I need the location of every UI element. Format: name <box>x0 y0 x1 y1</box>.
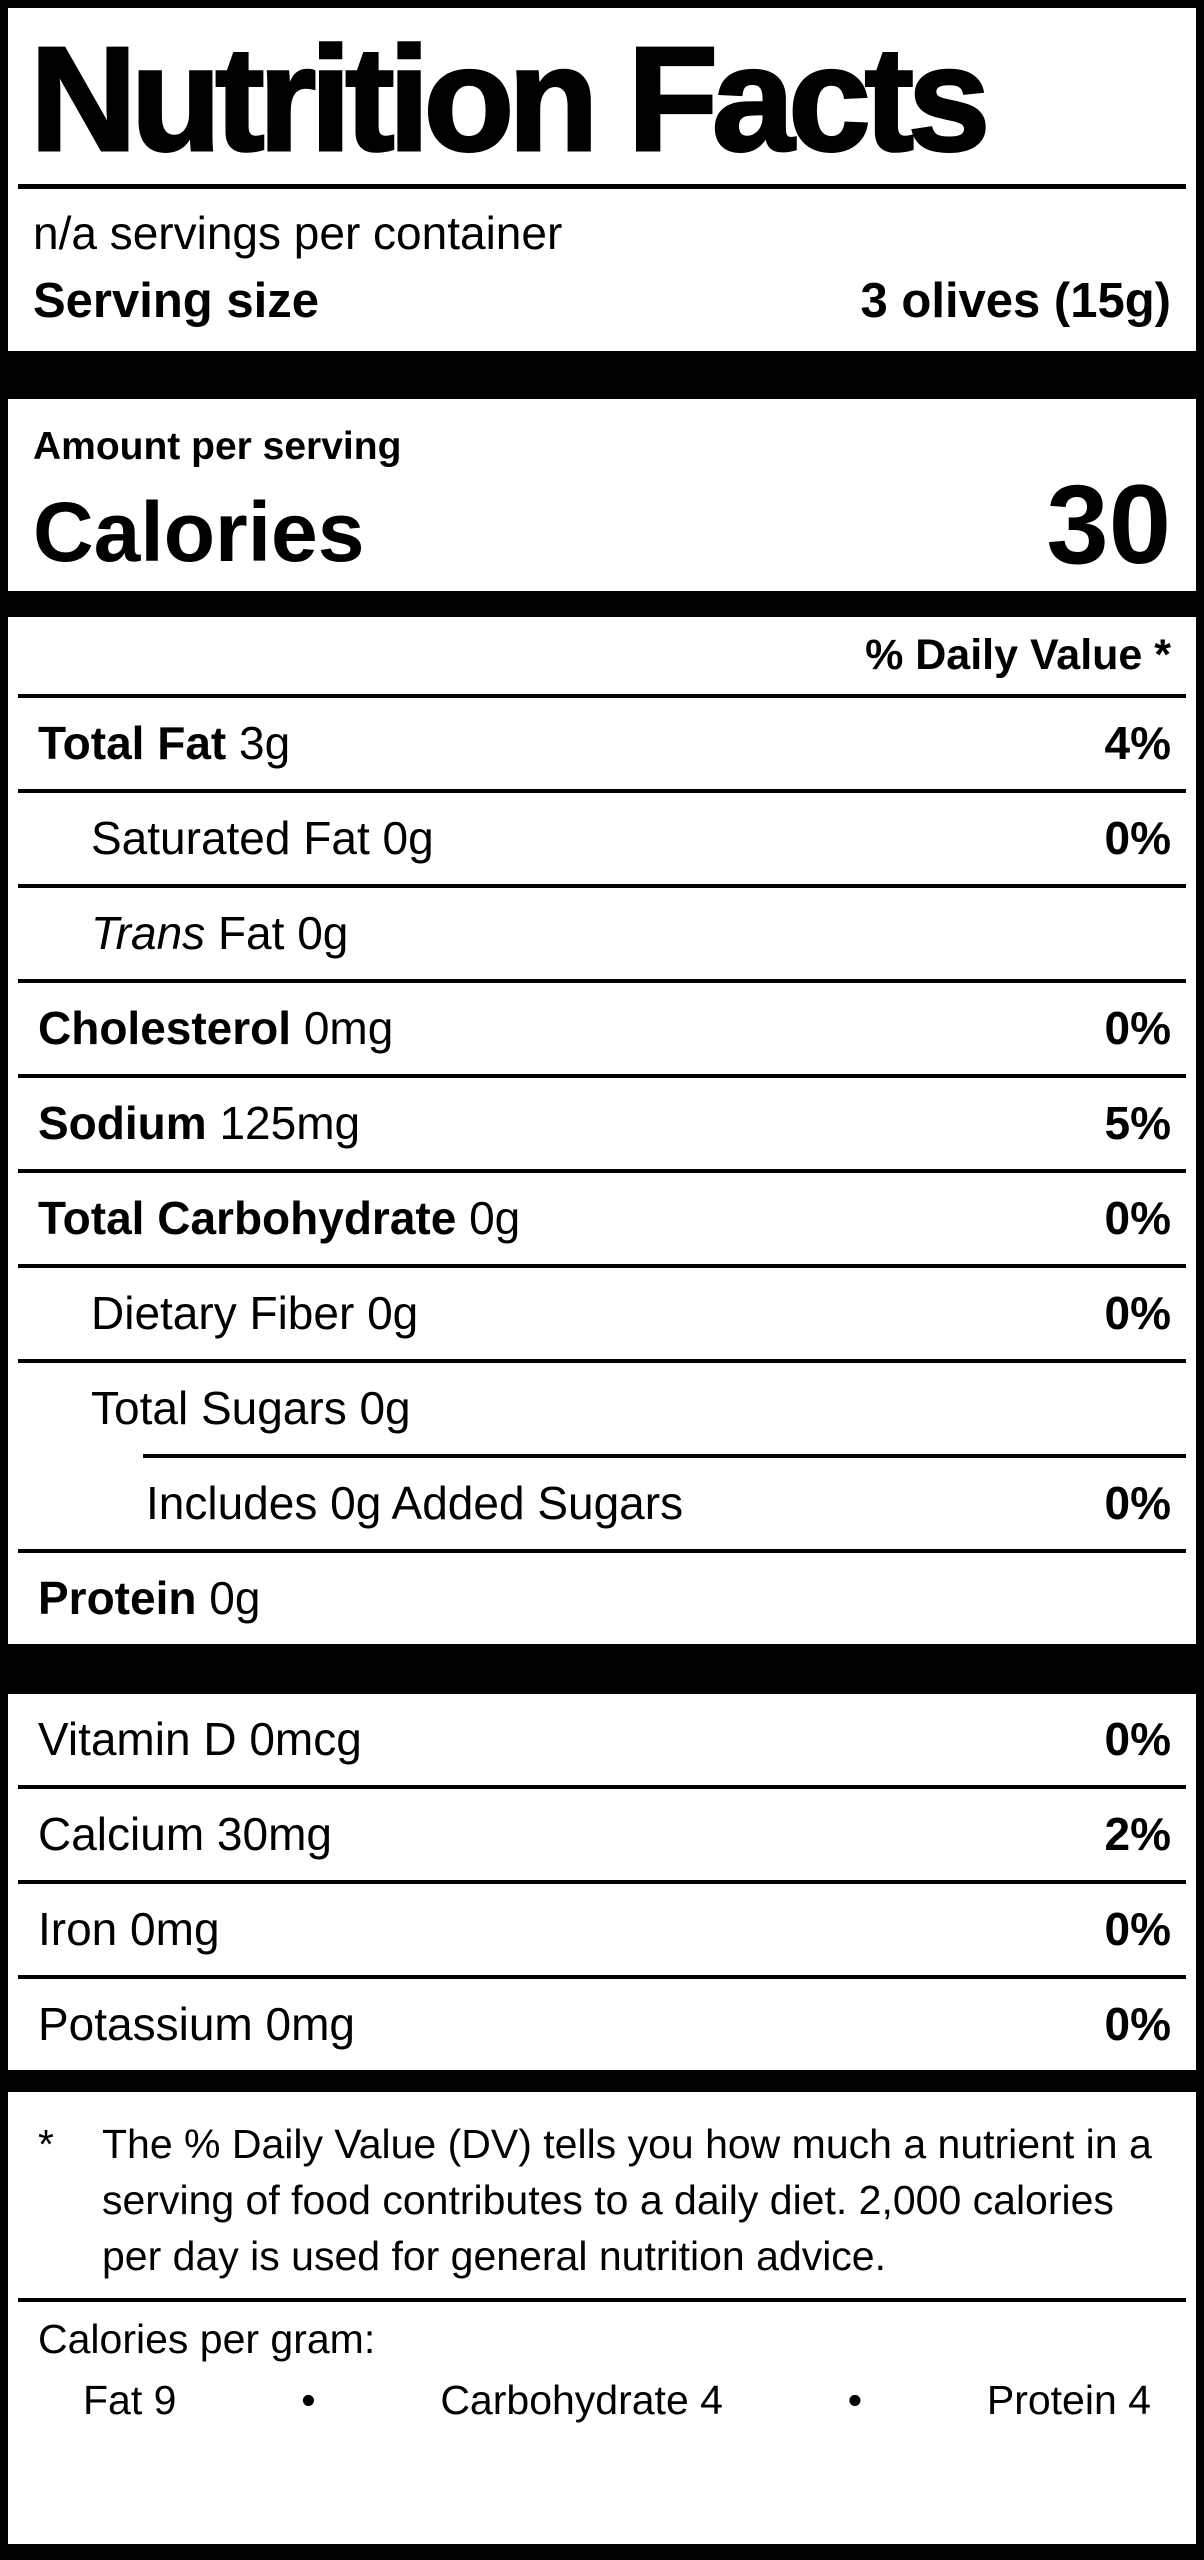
amount-per-serving-label: Amount per serving <box>33 424 402 468</box>
daily-value-percent: 4% <box>1104 717 1171 769</box>
divider <box>18 1263 1186 1268</box>
calories-value: 30 <box>1046 461 1171 587</box>
divider <box>18 1168 1186 1173</box>
calories-per-gram-items: Fat 9 • Carbohydrate 4 • Protein 4 <box>33 2363 1171 2424</box>
nutrient-row-total-carbohydrate: Total Carbohydrate 0g 0% <box>8 1173 1196 1264</box>
nutrient-name: Cholesterol 0mg <box>38 1002 394 1054</box>
serving-size-value: 3 olives (15g) <box>860 273 1171 328</box>
calories-row: Calories 30 <box>8 461 1196 591</box>
divider <box>18 693 1186 698</box>
daily-value-percent: 0% <box>1104 1903 1171 1955</box>
nutrient-name: Dietary Fiber 0g <box>91 1287 419 1339</box>
cpg-item-fat: Fat 9 <box>83 2376 177 2423</box>
nutrient-row-dietary-fiber: Dietary Fiber 0g 0% <box>8 1268 1196 1359</box>
serving-size-label: Serving size <box>33 273 319 328</box>
nutrient-row-sodium: Sodium 125mg 5% <box>8 1078 1196 1169</box>
footnote-text: The % Daily Value (DV) tells you how muc… <box>102 2120 1152 2279</box>
daily-value-percent: 0% <box>1104 812 1171 864</box>
divider <box>18 978 1186 983</box>
divider <box>18 1784 1186 1789</box>
divider <box>18 1073 1186 1078</box>
nutrient-name: Potassium 0mg <box>38 1998 356 2050</box>
bullet-separator: • <box>301 2376 316 2423</box>
divider <box>18 1358 1186 1363</box>
servings-per-container: n/a servings per container <box>33 207 563 259</box>
divider <box>18 1974 1186 1979</box>
daily-value-percent: 2% <box>1104 1808 1171 1860</box>
nutrient-row-cholesterol: Cholesterol 0mg 0% <box>8 983 1196 1074</box>
nutrient-row-vitamin-d: Vitamin D 0mcg 0% <box>8 1694 1196 1785</box>
nutrient-name: Iron 0mg <box>38 1903 220 1955</box>
nutrient-name: Total Fat 3g <box>38 717 291 769</box>
daily-value-percent: 0% <box>1104 1477 1171 1529</box>
section-bar-top <box>8 350 1196 399</box>
nutrient-row-total-fat: Total Fat 3g 4% <box>8 698 1196 789</box>
section-bar-footnote <box>8 2069 1196 2092</box>
nutrient-row-potassium: Potassium 0mg 0% <box>8 1979 1196 2070</box>
divider <box>18 1548 1186 1553</box>
footnote: * The % Daily Value (DV) tells you how m… <box>8 2092 1196 2298</box>
cpg-item-carbohydrate: Carbohydrate 4 <box>440 2376 723 2423</box>
nutrient-name: Sodium 125mg <box>38 1097 361 1149</box>
calories-per-gram-label: Calories per gram: <box>38 2315 376 2362</box>
divider-indented <box>143 1453 1186 1458</box>
nutrient-row-iron: Iron 0mg 0% <box>8 1884 1196 1975</box>
nutrient-name: Vitamin D 0mcg <box>38 1713 362 1765</box>
divider <box>18 1879 1186 1884</box>
nutrient-row-added-sugars: Includes 0g Added Sugars 0% <box>8 1458 1196 1549</box>
cpg-item-protein: Protein 4 <box>986 2376 1151 2423</box>
bullet-separator: • <box>847 2376 863 2423</box>
divider <box>18 788 1186 793</box>
nutrient-row-total-sugars: Total Sugars 0g <box>8 1363 1196 1454</box>
calories-per-gram: Calories per gram: Fat 9 • Carbohydrate … <box>8 2302 1196 2424</box>
nutrient-name: Total Carbohydrate 0g <box>38 1192 521 1244</box>
daily-value-percent: 0% <box>1104 1002 1171 1054</box>
title-divider <box>18 184 1186 189</box>
section-bar-calories <box>8 590 1196 617</box>
daily-value-percent: 0% <box>1104 1713 1171 1765</box>
daily-value-percent: 5% <box>1104 1097 1171 1149</box>
nutrient-name: Includes 0g Added Sugars <box>146 1477 684 1529</box>
nutrient-row-saturated-fat: Saturated Fat 0g 0% <box>8 793 1196 884</box>
daily-value-header: % Daily Value * <box>865 630 1171 679</box>
nutrient-name: Trans Fat 0g <box>91 907 349 959</box>
section-bar-micronutrients <box>8 1643 1196 1694</box>
nutrient-row-trans-fat: Trans Fat 0g <box>8 888 1196 979</box>
serving-size-row: Serving size 3 olives (15g) <box>8 263 1196 351</box>
divider <box>18 883 1186 888</box>
daily-value-percent: 0% <box>1104 1287 1171 1339</box>
nutrient-name: Protein 0g <box>38 1572 261 1624</box>
nutrient-name: Calcium 30mg <box>38 1808 332 1860</box>
nutrient-row-calcium: Calcium 30mg 2% <box>8 1789 1196 1880</box>
divider <box>18 2297 1186 2302</box>
nutrient-name: Total Sugars 0g <box>91 1382 411 1434</box>
nutrient-name: Saturated Fat 0g <box>91 812 434 864</box>
calories-label: Calories <box>33 484 365 579</box>
asterisk-marker: * <box>38 2120 54 2167</box>
daily-value-percent: 0% <box>1104 1998 1171 2050</box>
nutrient-row-protein: Protein 0g <box>8 1553 1196 1644</box>
daily-value-percent: 0% <box>1104 1192 1171 1244</box>
label-title: Nutrition Facts <box>29 17 992 182</box>
